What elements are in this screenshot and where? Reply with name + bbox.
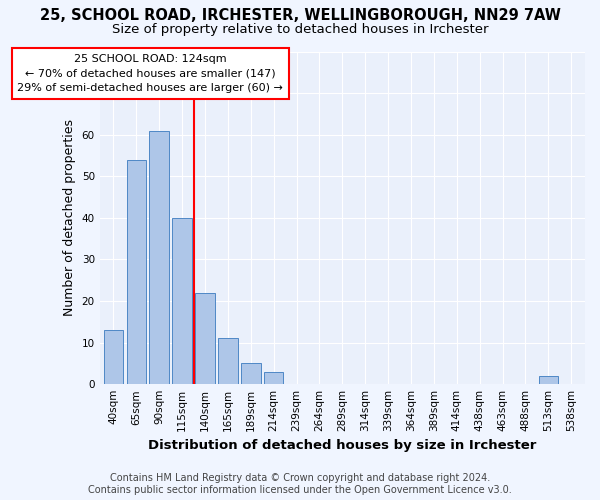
Bar	[127, 160, 146, 384]
Text: 25, SCHOOL ROAD, IRCHESTER, WELLINGBOROUGH, NN29 7AW: 25, SCHOOL ROAD, IRCHESTER, WELLINGBOROU…	[40, 8, 560, 22]
Bar	[218, 338, 238, 384]
Bar	[264, 372, 283, 384]
Bar	[539, 376, 558, 384]
Bar	[149, 130, 169, 384]
Bar	[104, 330, 123, 384]
Y-axis label: Number of detached properties: Number of detached properties	[63, 120, 76, 316]
Bar	[195, 292, 215, 384]
Text: 25 SCHOOL ROAD: 124sqm
← 70% of detached houses are smaller (147)
29% of semi-de: 25 SCHOOL ROAD: 124sqm ← 70% of detached…	[17, 54, 283, 93]
Bar	[172, 218, 192, 384]
X-axis label: Distribution of detached houses by size in Irchester: Distribution of detached houses by size …	[148, 440, 536, 452]
Text: Size of property relative to detached houses in Irchester: Size of property relative to detached ho…	[112, 22, 488, 36]
Text: Contains HM Land Registry data © Crown copyright and database right 2024.
Contai: Contains HM Land Registry data © Crown c…	[88, 474, 512, 495]
Bar	[241, 364, 260, 384]
